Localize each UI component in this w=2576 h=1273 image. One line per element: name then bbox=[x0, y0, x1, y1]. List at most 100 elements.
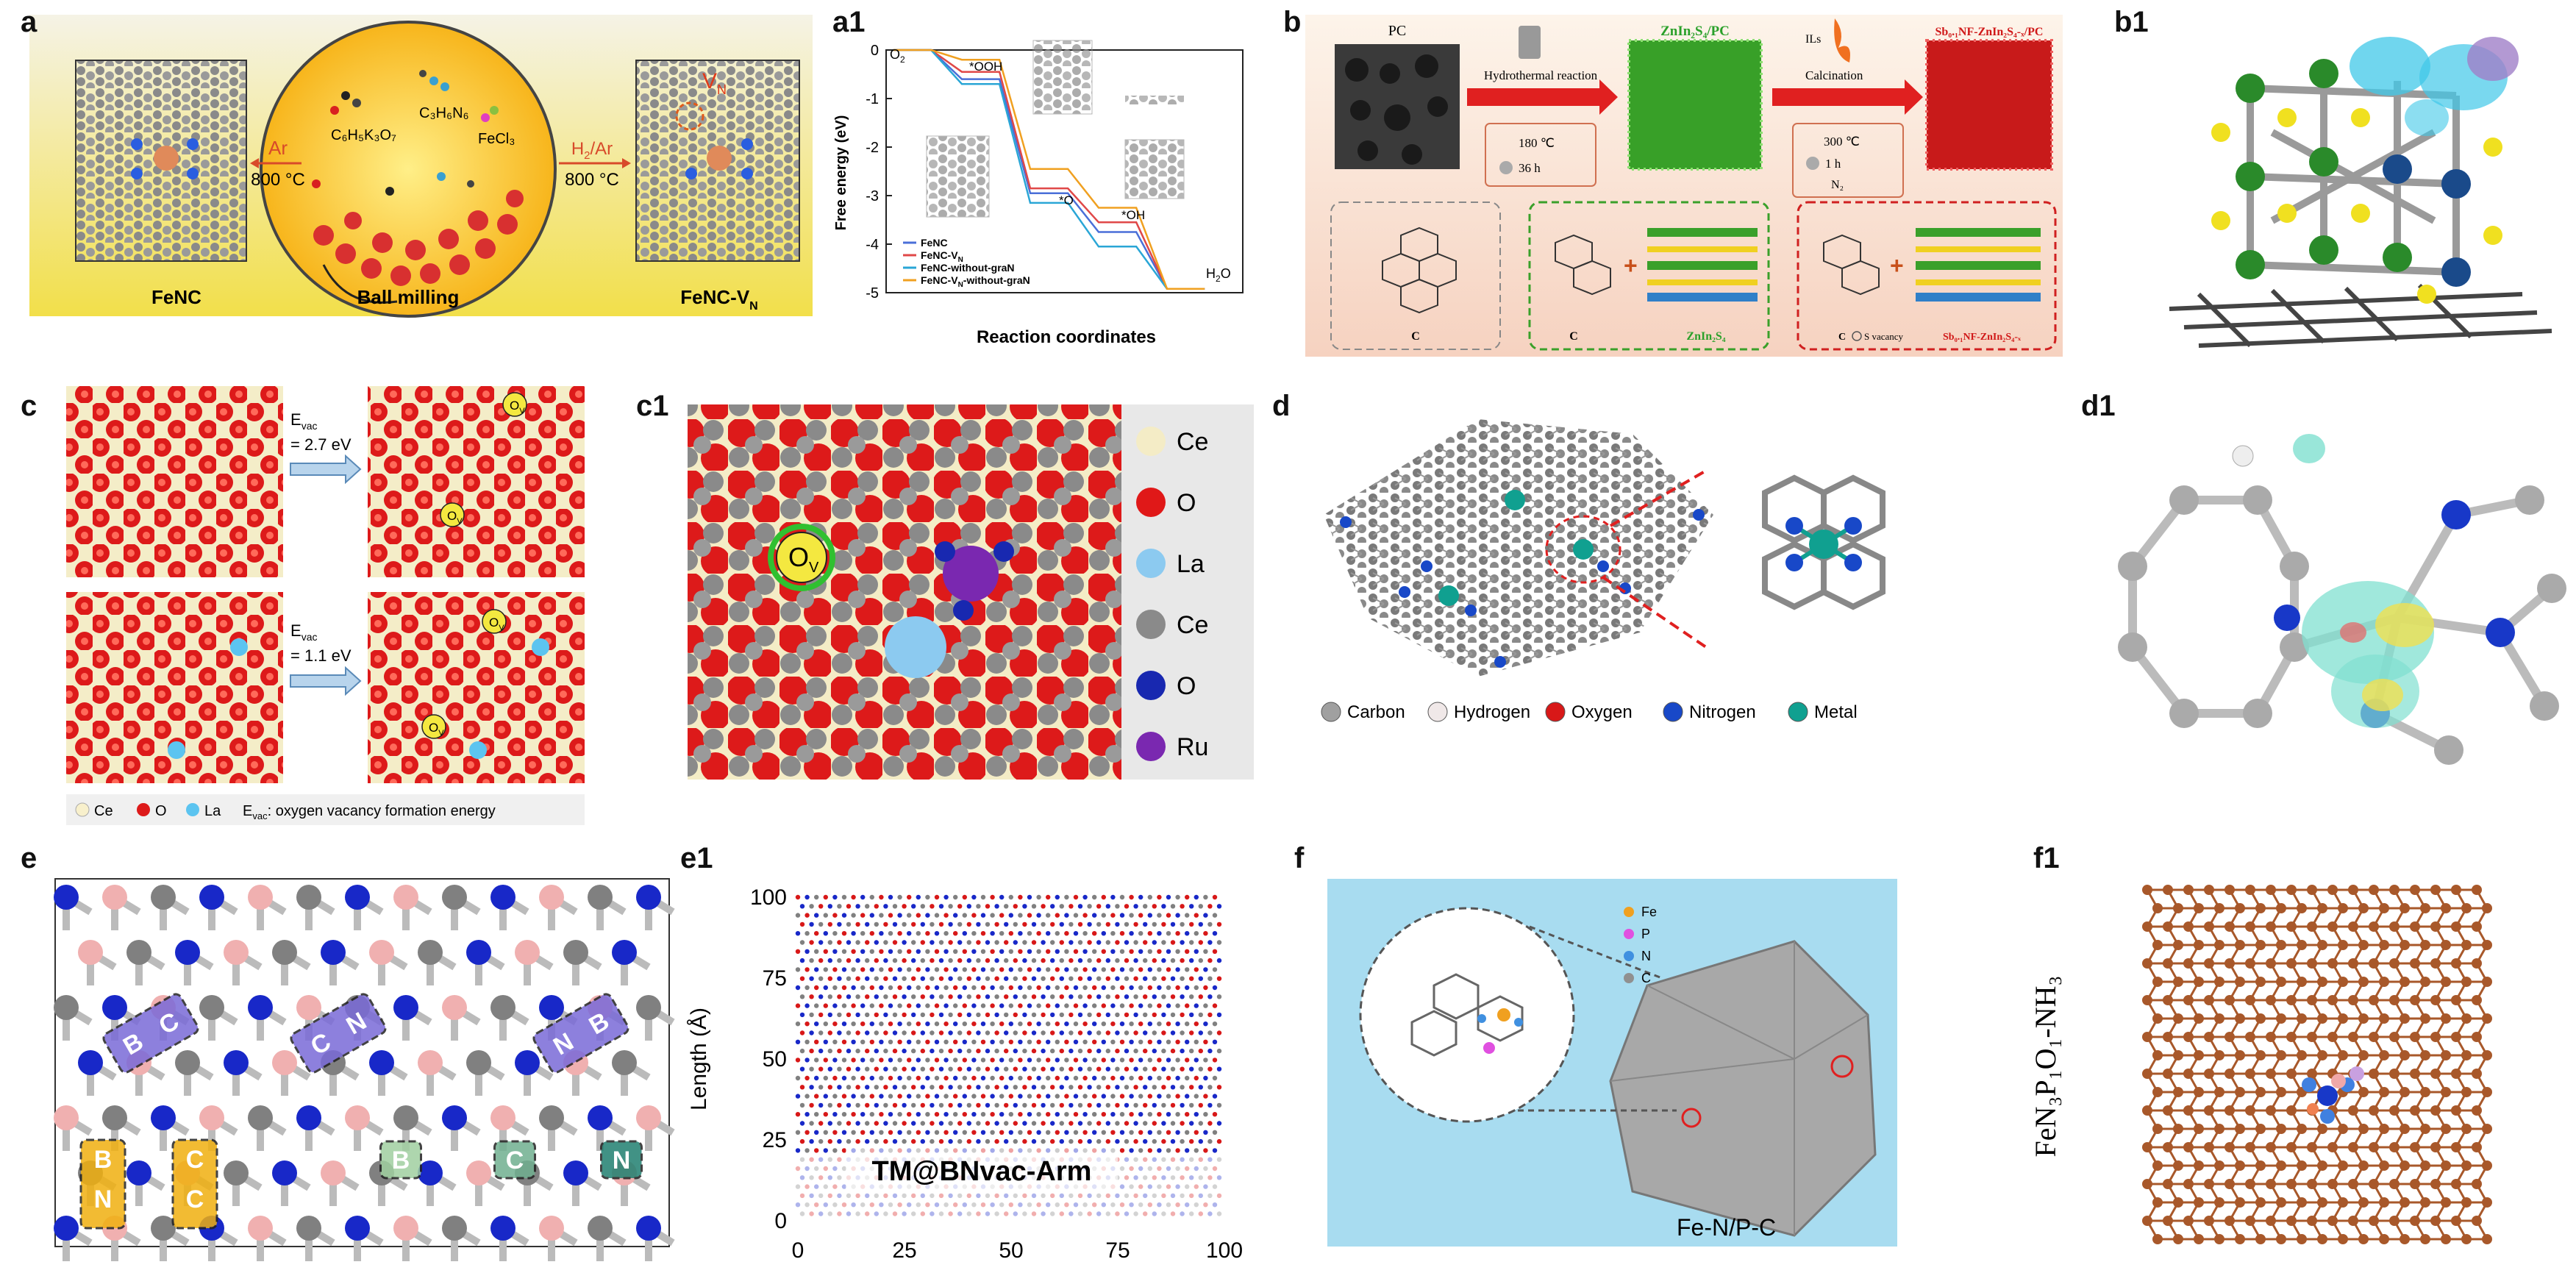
autoclave-icon bbox=[1519, 26, 1541, 59]
e-atom bbox=[248, 995, 273, 1020]
panel-e1-figure: Length (Å) 02550751000 25 50 75 100 TM@BNvac… bbox=[677, 838, 1265, 1269]
panel-label-a: a bbox=[21, 6, 37, 39]
sb-nf-cube bbox=[1927, 40, 2052, 169]
e-atom bbox=[563, 940, 588, 965]
arrow-h2ar-gas: H2/Ar bbox=[571, 139, 613, 162]
e-atom bbox=[199, 995, 224, 1020]
c1-legend-swatch bbox=[1136, 671, 1166, 700]
reagent-melamine: C₃H₆N₆ bbox=[419, 105, 469, 121]
e-atom bbox=[248, 885, 273, 910]
chart-legend: FeNCFeNC-VNFeNC-without-graNFeNC-VN-with… bbox=[903, 237, 1030, 289]
e-atom bbox=[418, 940, 443, 965]
panel-f: f Fe P N C Fe-N/P-C bbox=[1265, 838, 1927, 1269]
e-atom bbox=[636, 885, 661, 910]
panel-c1: c1 OV Ce O La Ce O Ru bbox=[625, 368, 1257, 809]
arrow-h2ar-temp: 800 °C bbox=[565, 170, 619, 190]
c1-legend-swatch bbox=[1136, 732, 1166, 761]
e-atom bbox=[151, 1105, 176, 1130]
panel-d: d bbox=[1257, 368, 2066, 809]
e-atom bbox=[539, 885, 564, 910]
la-atom bbox=[885, 616, 946, 678]
plus-sign-1: + bbox=[1624, 252, 1638, 279]
metal-site-3 bbox=[1438, 585, 1459, 606]
step1-time: 36 h bbox=[1519, 161, 1541, 175]
panel-label-e: e bbox=[21, 842, 37, 875]
chart-xlabel: Reaction coordinates bbox=[977, 327, 1156, 347]
e-atom bbox=[345, 1105, 370, 1130]
e-atom bbox=[515, 1050, 540, 1075]
e-atom bbox=[636, 1216, 661, 1241]
e-atom bbox=[466, 940, 491, 965]
c1-legend-label: O bbox=[1177, 672, 1196, 700]
e-tag-group: BN bbox=[81, 1140, 125, 1228]
panel-d-figure: Carbon Hydrogen Oxygen Nitrogen Metal bbox=[1257, 368, 2066, 809]
panel-label-f: f bbox=[1294, 842, 1304, 875]
d-legend-swatch bbox=[1788, 702, 1808, 721]
e-atom bbox=[248, 1216, 273, 1241]
step2-gas: N₂ bbox=[1831, 179, 1844, 191]
e-atom bbox=[54, 885, 79, 910]
e-tag-label: C bbox=[186, 1146, 204, 1174]
e-atom bbox=[490, 1105, 515, 1130]
e1-ytick: 100 bbox=[750, 885, 787, 910]
panel-f-figure: Fe PNC Fe-N/P-C bbox=[1265, 838, 1927, 1269]
e1-ytick: 75 bbox=[763, 966, 787, 991]
step2-time: 1 h bbox=[1825, 157, 1841, 171]
panel-e-figure: BCCNNBBNCCB C N bbox=[0, 838, 677, 1269]
f-legend-swatch bbox=[1624, 973, 1634, 983]
panel-label-b: b bbox=[1283, 6, 1301, 39]
d1-charge-density bbox=[2293, 434, 2434, 728]
state-oh: *OH bbox=[1121, 208, 1145, 222]
e-tag-label: N bbox=[94, 1185, 113, 1213]
e1-ytick: 50 bbox=[763, 1047, 787, 1071]
y-tick-label: 0 bbox=[871, 43, 879, 59]
ceo2-pristine-vacancy bbox=[368, 386, 585, 577]
d-legend-swatch bbox=[1321, 702, 1341, 721]
e-atom bbox=[321, 1160, 346, 1185]
panel-f1: f1 FeN₃P₁O₁-NH₃ bbox=[1927, 838, 2576, 1269]
c1-legend bbox=[1121, 404, 1254, 780]
f-legend-label: P bbox=[1641, 927, 1650, 941]
metal-site-2 bbox=[1573, 539, 1594, 560]
metal-site-1 bbox=[1505, 490, 1525, 510]
e-atom bbox=[224, 1160, 249, 1185]
panel-label-d: d bbox=[1272, 390, 1290, 423]
e-atom bbox=[272, 1050, 297, 1075]
e1-ytick: 0 bbox=[774, 1209, 787, 1233]
legend-entry: FeNC bbox=[921, 237, 948, 249]
arrow-c-bottom bbox=[290, 668, 360, 694]
e-atom bbox=[296, 995, 321, 1020]
e-atom bbox=[539, 995, 564, 1020]
e-atom bbox=[345, 1216, 370, 1241]
panel-f1-figure: FeN₃P₁O₁-NH₃ bbox=[1927, 838, 2576, 1269]
e-atom bbox=[126, 1160, 151, 1185]
evac-top: Evac bbox=[290, 410, 317, 432]
e-atom bbox=[296, 1216, 321, 1241]
y-tick-label: -3 bbox=[866, 188, 879, 204]
panel-b1: b1 bbox=[2081, 0, 2576, 360]
e-atom bbox=[418, 1160, 443, 1185]
ils-label: ILs bbox=[1805, 33, 1821, 46]
state-h2o: H2O bbox=[1206, 266, 1231, 284]
e-atom bbox=[636, 995, 661, 1020]
y-tick-label: -2 bbox=[866, 140, 879, 156]
e-atom bbox=[490, 1216, 515, 1241]
e-atom bbox=[126, 940, 151, 965]
arrow-ar-temp: 800 °C bbox=[251, 170, 305, 190]
e-atom bbox=[199, 885, 224, 910]
f-legend-label: Fe bbox=[1641, 905, 1657, 919]
e-atom bbox=[515, 940, 540, 965]
e-atom bbox=[393, 1216, 418, 1241]
e-atom bbox=[539, 1216, 564, 1241]
ball-milling-label: Ball milling bbox=[357, 286, 460, 308]
e-atom bbox=[612, 1050, 637, 1075]
d-legend-label: Hydrogen bbox=[1454, 702, 1530, 722]
e-atom bbox=[490, 995, 515, 1020]
panel-label-b1: b1 bbox=[2114, 6, 2149, 39]
panel-d1: d1 bbox=[2066, 368, 2576, 809]
energy-chart: 0 -1 -2 -3 -4 -5 Free energy (eV) Reaction co… bbox=[824, 0, 1265, 360]
c1-legend-swatch bbox=[1136, 549, 1166, 578]
e-atom bbox=[248, 1105, 273, 1130]
inset-structures bbox=[927, 40, 1184, 217]
e-atom bbox=[224, 940, 249, 965]
